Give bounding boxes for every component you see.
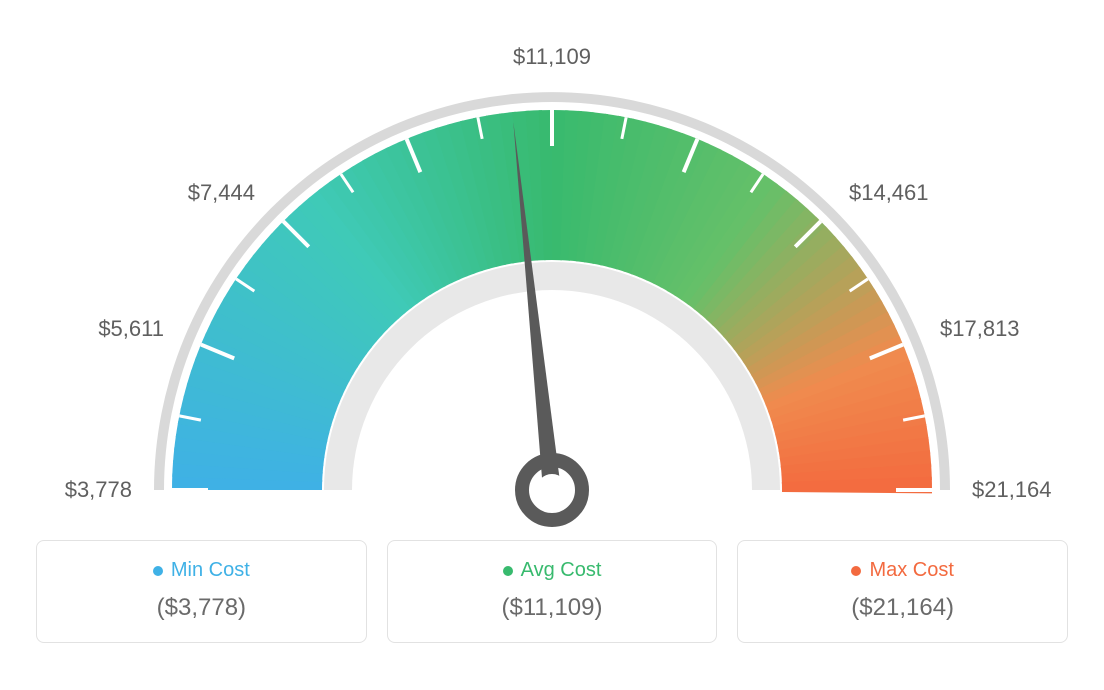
legend-value-max: ($21,164): [750, 594, 1055, 622]
legend-dot-max: [851, 566, 861, 576]
legend-title-min: Min Cost: [153, 559, 250, 582]
legend-value-min: ($3,778): [49, 594, 354, 622]
legend-label-max: Max Cost: [869, 559, 953, 582]
legend-card-min: Min Cost ($3,778): [36, 540, 367, 643]
tick-label: $5,611: [98, 316, 164, 342]
legend-title-avg: Avg Cost: [503, 559, 602, 582]
legend-label-avg: Avg Cost: [521, 559, 602, 582]
legend-row: Min Cost ($3,778) Avg Cost ($11,109) Max…: [0, 540, 1104, 663]
legend-dot-avg: [503, 566, 513, 576]
tick-label: $21,164: [972, 477, 1052, 503]
legend-title-max: Max Cost: [851, 559, 953, 582]
legend-card-max: Max Cost ($21,164): [737, 540, 1068, 643]
tick-label: $17,813: [940, 316, 1020, 342]
tick-label: $14,461: [849, 180, 929, 206]
needle-hub-hole: [536, 474, 568, 506]
tick-label: $7,444: [188, 180, 255, 206]
gauge-svg: [102, 20, 1002, 540]
tick-label: $3,778: [65, 477, 132, 503]
legend-dot-min: [153, 566, 163, 576]
tick-label: $11,109: [513, 44, 591, 70]
gauge-chart: $3,778 $5,611 $7,444 $11,109 $14,461 $17,813 $…: [0, 0, 1104, 540]
legend-label-min: Min Cost: [171, 559, 250, 582]
legend-card-avg: Avg Cost ($11,109): [387, 540, 718, 643]
legend-value-avg: ($11,109): [400, 594, 705, 622]
